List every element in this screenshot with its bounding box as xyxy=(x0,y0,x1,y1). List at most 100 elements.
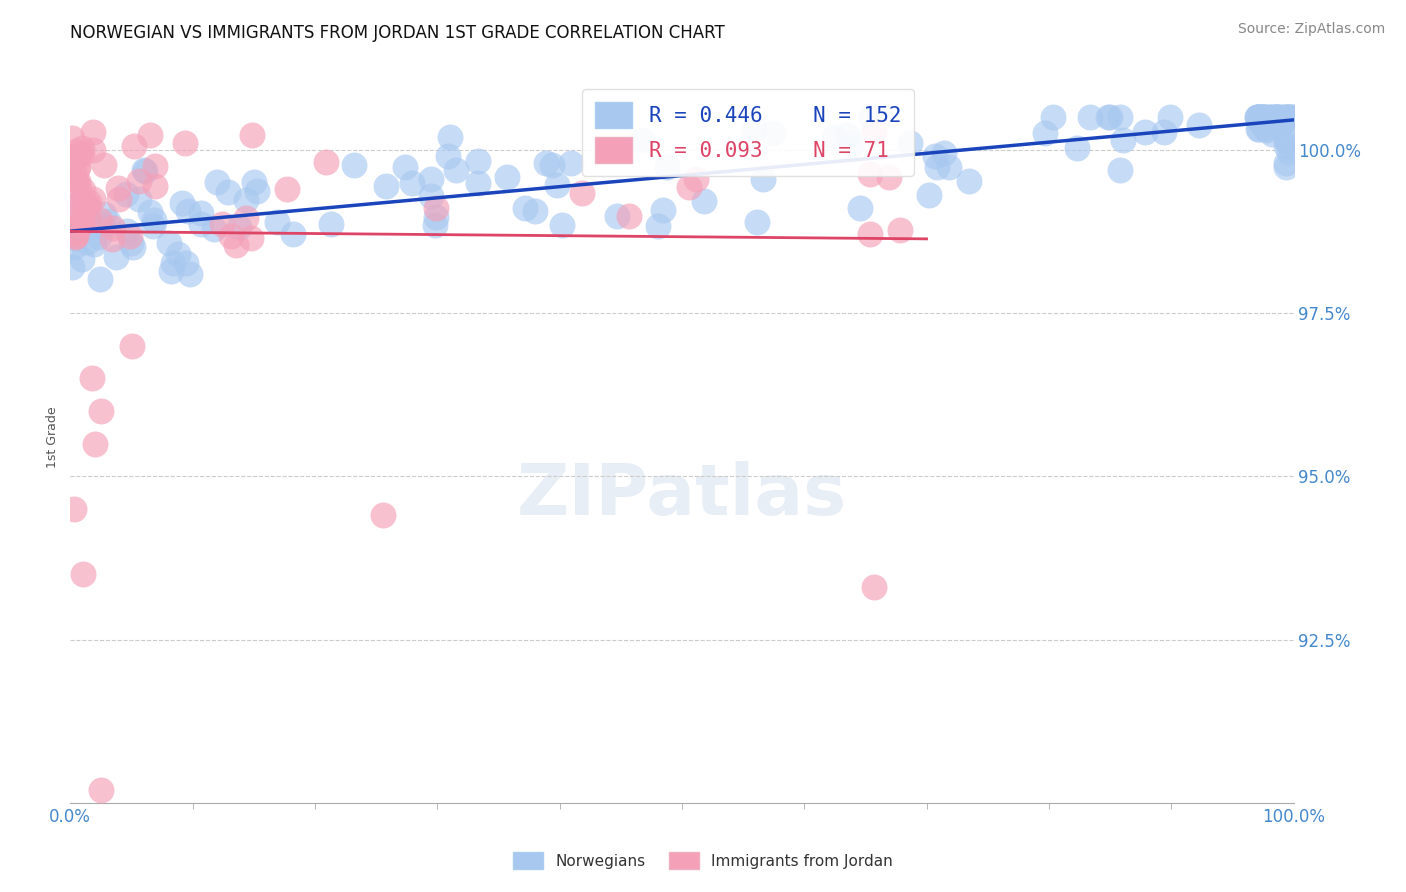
Point xyxy=(1066,141,1088,155)
Point xyxy=(65,226,87,240)
Point xyxy=(1279,110,1302,124)
Point xyxy=(343,158,366,172)
Point xyxy=(162,256,184,270)
Point xyxy=(283,227,305,242)
Point xyxy=(276,182,298,196)
Point xyxy=(82,371,104,385)
Point xyxy=(1275,134,1298,148)
Point xyxy=(1278,145,1301,160)
Point xyxy=(217,186,239,200)
Point xyxy=(107,181,129,195)
Point xyxy=(90,782,112,797)
Point xyxy=(1097,110,1119,124)
Point xyxy=(93,207,115,221)
Point xyxy=(515,202,537,216)
Point xyxy=(319,217,342,231)
Point xyxy=(560,156,582,170)
Point xyxy=(747,215,769,229)
Point xyxy=(69,215,91,229)
Point xyxy=(77,197,100,211)
Point xyxy=(121,338,143,352)
Point xyxy=(1251,110,1274,124)
Point xyxy=(1153,125,1175,139)
Point xyxy=(1277,110,1299,124)
Point xyxy=(75,205,97,219)
Point xyxy=(1251,111,1274,125)
Point xyxy=(117,224,139,238)
Point xyxy=(70,214,93,228)
Point xyxy=(1256,123,1278,137)
Point xyxy=(863,124,886,138)
Point xyxy=(496,170,519,185)
Point xyxy=(1275,135,1298,149)
Point xyxy=(315,155,337,169)
Text: ZIPatlas: ZIPatlas xyxy=(517,461,846,530)
Point xyxy=(101,221,124,235)
Point xyxy=(467,153,489,168)
Point xyxy=(65,229,87,244)
Point xyxy=(1256,110,1278,124)
Point xyxy=(571,186,593,200)
Point xyxy=(959,174,981,188)
Point xyxy=(1247,110,1270,124)
Point xyxy=(1251,110,1274,124)
Point xyxy=(89,213,111,227)
Point xyxy=(205,175,228,189)
Point xyxy=(1109,162,1132,177)
Point xyxy=(1281,110,1303,124)
Point xyxy=(73,197,96,211)
Point xyxy=(82,125,104,139)
Point xyxy=(1279,110,1302,124)
Point xyxy=(225,238,247,252)
Point xyxy=(167,247,190,261)
Point xyxy=(1265,110,1288,124)
Point xyxy=(651,203,673,218)
Point xyxy=(1254,121,1277,136)
Point xyxy=(77,211,100,226)
Point xyxy=(134,163,156,178)
Point xyxy=(1250,117,1272,131)
Point xyxy=(90,404,112,418)
Point xyxy=(65,225,87,239)
Point xyxy=(742,122,765,136)
Point xyxy=(177,203,200,218)
Point xyxy=(63,165,86,179)
Point xyxy=(425,210,447,224)
Point xyxy=(1246,110,1268,124)
Text: Source: ZipAtlas.com: Source: ZipAtlas.com xyxy=(1237,22,1385,37)
Point xyxy=(143,178,166,193)
Point xyxy=(120,236,142,251)
Point xyxy=(631,133,654,147)
Point xyxy=(72,183,94,197)
Point xyxy=(1275,110,1298,124)
Point xyxy=(837,128,859,142)
Point xyxy=(394,160,416,174)
Point xyxy=(72,146,94,161)
Point xyxy=(534,156,557,170)
Point xyxy=(67,179,90,194)
Point xyxy=(157,235,180,250)
Point xyxy=(93,220,115,235)
Point xyxy=(139,128,162,142)
Point xyxy=(70,194,93,209)
Point xyxy=(685,172,707,186)
Point xyxy=(67,160,90,174)
Point xyxy=(889,223,911,237)
Point xyxy=(859,110,882,124)
Legend: R = 0.446    N = 152, R = 0.093    N = 71: R = 0.446 N = 152, R = 0.093 N = 71 xyxy=(582,89,914,176)
Point xyxy=(72,567,94,582)
Point xyxy=(243,175,266,189)
Point xyxy=(1272,111,1295,125)
Point xyxy=(655,161,678,175)
Point xyxy=(1277,110,1299,124)
Point xyxy=(762,126,785,140)
Legend: Norwegians, Immigrants from Jordan: Norwegians, Immigrants from Jordan xyxy=(506,846,900,875)
Point xyxy=(1109,110,1132,124)
Point xyxy=(925,160,948,174)
Point xyxy=(1247,110,1270,124)
Point xyxy=(1249,122,1271,136)
Point xyxy=(467,176,489,190)
Point xyxy=(444,162,467,177)
Point xyxy=(540,158,562,172)
Point xyxy=(62,502,84,516)
